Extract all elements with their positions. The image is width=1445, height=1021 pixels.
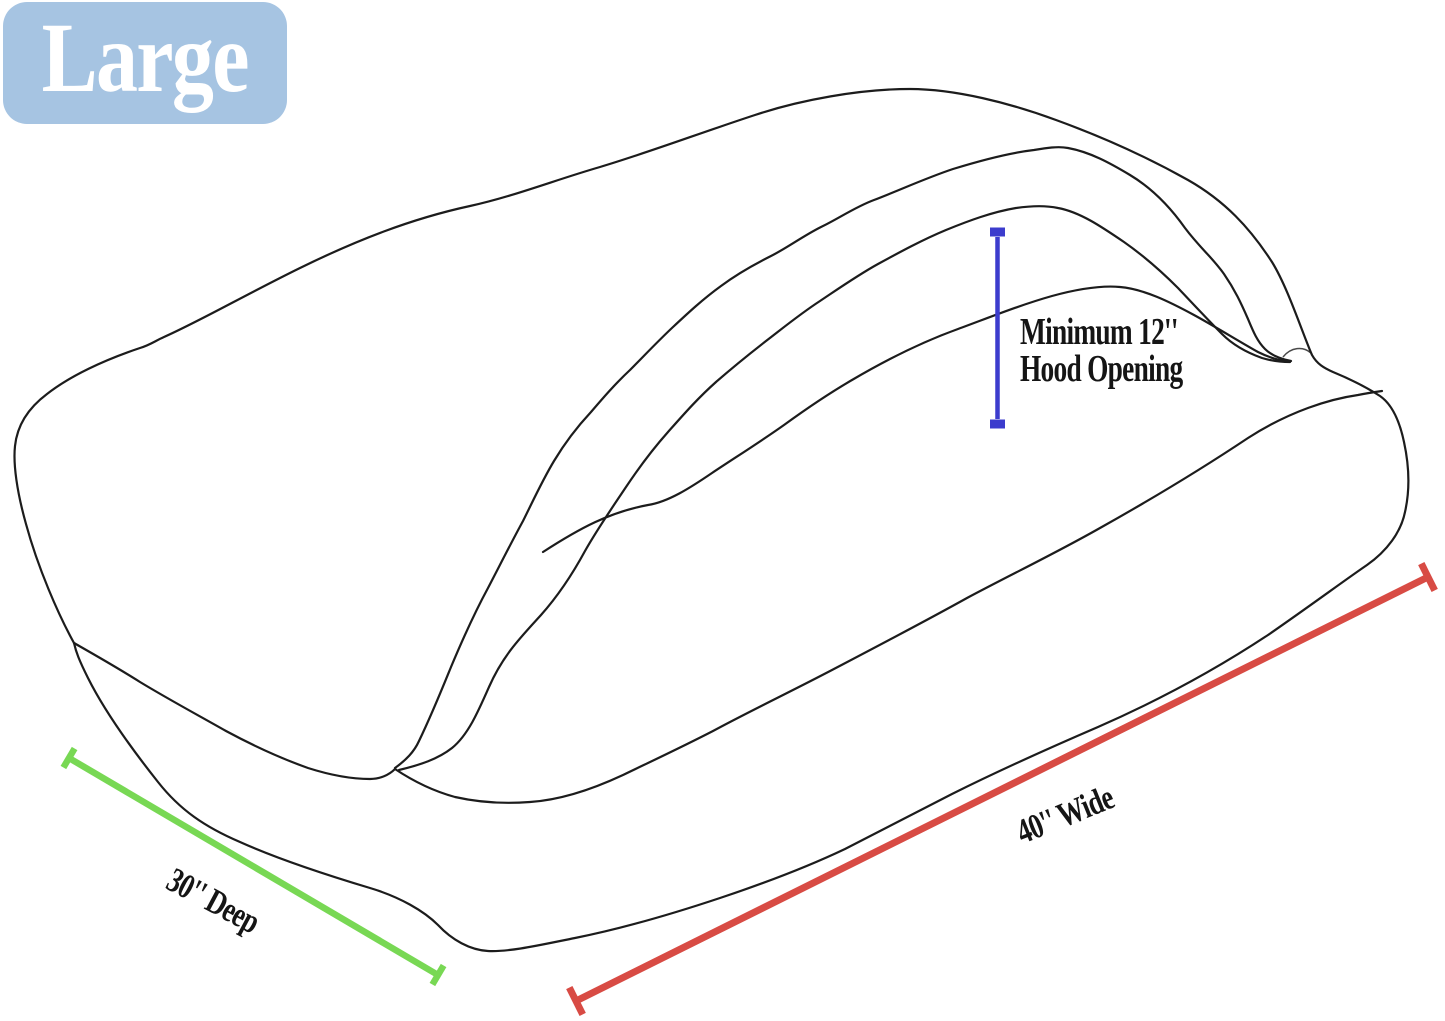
hood-opening-dimension-line (990, 227, 1005, 429)
hood-opening-label-line1: Minimum 12'' (1020, 311, 1179, 353)
hood-opening-label: Minimum 12'' Hood Opening (1020, 311, 1183, 390)
size-badge: Large (3, 2, 287, 124)
fold-detail-line (1282, 347, 1312, 358)
hood-base-seam-line (72, 641, 397, 781)
width-dimension-line (566, 562, 1438, 1016)
depth-dimension-line (60, 746, 447, 987)
cushion-top-seam-line (393, 389, 1384, 804)
bed-outline (13, 87, 1410, 953)
cushion-hump-line (541, 285, 1288, 554)
hood-opening-label-line2: Hood Opening (1020, 348, 1183, 390)
hood-outer-rim-line (393, 146, 1293, 770)
size-badge-label: Large (41, 2, 250, 113)
hood-inner-rim-line (397, 205, 1292, 772)
